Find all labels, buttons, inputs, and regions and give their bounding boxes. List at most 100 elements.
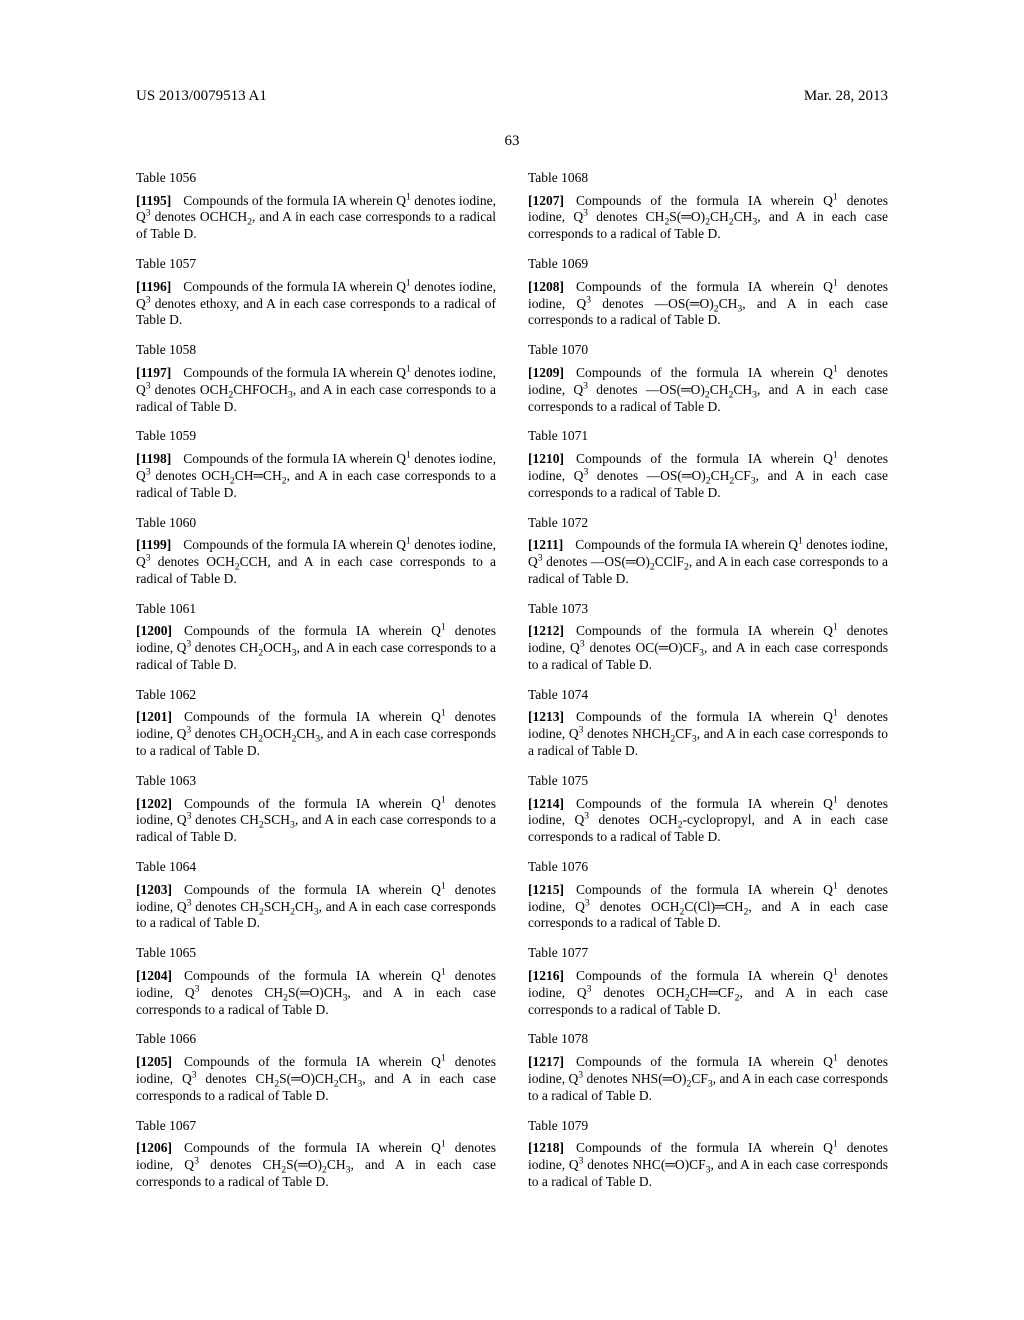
table-entry: Table 1079 [1218]Compounds of the formula… bbox=[528, 1118, 888, 1191]
table-entry: Table 1078 [1217]Compounds of the formula… bbox=[528, 1031, 888, 1104]
content-area: Table 1056 [1195]Compounds of the formula… bbox=[136, 170, 888, 1204]
table-entry: Table 1057 [1196]Compounds of the formula… bbox=[136, 256, 496, 329]
table-entry: Table 1064 [1203]Compounds of the formula… bbox=[136, 859, 496, 932]
table-entry: Table 1065 [1204]Compounds of the formula… bbox=[136, 945, 496, 1018]
table-label: Table 1056 bbox=[136, 170, 496, 186]
table-entry: Table 1070 [1209]Compounds of the formula… bbox=[528, 342, 888, 415]
table-label: Table 1057 bbox=[136, 256, 496, 272]
right-column: Table 1068 [1207]Compounds of the formula… bbox=[528, 170, 888, 1204]
table-paragraph: [1218]Compounds of the formula IA wherei… bbox=[528, 1140, 888, 1191]
table-paragraph: [1209]Compounds of the formula IA wherei… bbox=[528, 365, 888, 416]
paragraph-number: [1211] bbox=[528, 537, 563, 552]
table-entry: Table 1068 [1207]Compounds of the formula… bbox=[528, 170, 888, 243]
table-paragraph: [1214]Compounds of the formula IA wherei… bbox=[528, 796, 888, 847]
table-entry: Table 1058 [1197]Compounds of the formula… bbox=[136, 342, 496, 415]
paragraph-number: [1202] bbox=[136, 796, 172, 811]
table-label: Table 1079 bbox=[528, 1118, 888, 1134]
patent-publication-number: US 2013/0079513 A1 bbox=[136, 88, 267, 105]
left-column: Table 1056 [1195]Compounds of the formula… bbox=[136, 170, 496, 1204]
paragraph-number: [1206] bbox=[136, 1140, 172, 1155]
paragraph-number: [1207] bbox=[528, 193, 564, 208]
paragraph-number: [1196] bbox=[136, 279, 171, 294]
table-entry: Table 1076 [1215]Compounds of the formula… bbox=[528, 859, 888, 932]
paragraph-number: [1197] bbox=[136, 365, 171, 380]
table-paragraph: [1217]Compounds of the formula IA wherei… bbox=[528, 1054, 888, 1105]
table-paragraph: [1205]Compounds of the formula IA wherei… bbox=[136, 1054, 496, 1105]
table-paragraph: [1199]Compounds of the formula IA wherei… bbox=[136, 537, 496, 588]
paragraph-number: [1208] bbox=[528, 279, 564, 294]
table-entry: Table 1071[1210]Compounds of the formula… bbox=[528, 428, 888, 501]
table-paragraph: [1207]Compounds of the formula IA wherei… bbox=[528, 193, 888, 244]
table-label: Table 1075 bbox=[528, 773, 888, 789]
table-paragraph: [1216]Compounds of the formula IA wherei… bbox=[528, 968, 888, 1019]
table-paragraph: [1200]Compounds of the formula IA wherei… bbox=[136, 623, 496, 674]
table-paragraph: [1204]Compounds of the formula IA wherei… bbox=[136, 968, 496, 1019]
table-entry: Table 1063 [1202]Compounds of the formula… bbox=[136, 773, 496, 846]
table-label: Table 1073 bbox=[528, 601, 888, 617]
table-paragraph: [1212]Compounds of the formula IA wherei… bbox=[528, 623, 888, 674]
table-paragraph: [1197]Compounds of the formula IA wherei… bbox=[136, 365, 496, 416]
table-label: Table 1076 bbox=[528, 859, 888, 875]
paragraph-number: [1213] bbox=[528, 709, 564, 724]
paragraph-number: [1209] bbox=[528, 365, 564, 380]
paragraph-number: [1212] bbox=[528, 623, 564, 638]
table-paragraph: [1202]Compounds of the formula IA wherei… bbox=[136, 796, 496, 847]
paragraph-number: [1201] bbox=[136, 709, 172, 724]
table-paragraph: [1208]Compounds of the formula IA wherei… bbox=[528, 279, 888, 330]
table-paragraph: [1203]Compounds of the formula IA wherei… bbox=[136, 882, 496, 933]
table-paragraph: [1213]Compounds of the formula IA wherei… bbox=[528, 709, 888, 760]
table-label: Table 1062 bbox=[136, 687, 496, 703]
table-entry: Table 1069 [1208]Compounds of the formula… bbox=[528, 256, 888, 329]
table-paragraph: [1198]Compounds of the formula IA wherei… bbox=[136, 451, 496, 502]
table-label: Table 1067 bbox=[136, 1118, 496, 1134]
table-label: Table 1066 bbox=[136, 1031, 496, 1047]
table-paragraph: [1211]Compounds of the formula IA wherei… bbox=[528, 537, 888, 588]
table-entry: Table 1066 [1205]Compounds of the formula… bbox=[136, 1031, 496, 1104]
table-entry: Table 1056 [1195]Compounds of the formula… bbox=[136, 170, 496, 243]
page-header: US 2013/0079513 A1 Mar. 28, 2013 bbox=[0, 88, 1024, 105]
paragraph-number: [1214] bbox=[528, 796, 564, 811]
table-label: Table 1061 bbox=[136, 601, 496, 617]
table-label: Table 1078 bbox=[528, 1031, 888, 1047]
table-paragraph: [1206]Compounds of the formula IA wherei… bbox=[136, 1140, 496, 1191]
table-label: Table 1059 bbox=[136, 428, 496, 444]
table-entry: Table 1072 [1211]Compounds of the formula… bbox=[528, 515, 888, 588]
page-number: 63 bbox=[0, 133, 1024, 150]
table-paragraph: [1195]Compounds of the formula IA wherei… bbox=[136, 193, 496, 244]
paragraph-number: [1205] bbox=[136, 1054, 172, 1069]
table-paragraph: [1196]Compounds of the formula IA wherei… bbox=[136, 279, 496, 330]
table-paragraph: [1210]Compounds of the formula IA wherei… bbox=[528, 451, 888, 502]
paragraph-number: [1204] bbox=[136, 968, 172, 983]
table-label: Table 1074 bbox=[528, 687, 888, 703]
table-entry: Table 1062 [1201]Compounds of the formula… bbox=[136, 687, 496, 760]
table-paragraph: [1201]Compounds of the formula IA wherei… bbox=[136, 709, 496, 760]
table-paragraph: [1215]Compounds of the formula IA wherei… bbox=[528, 882, 888, 933]
paragraph-number: [1217] bbox=[528, 1054, 564, 1069]
publication-date: Mar. 28, 2013 bbox=[804, 88, 888, 105]
table-entry: Table 1061 [1200]Compounds of the formula… bbox=[136, 601, 496, 674]
table-label: Table 1058 bbox=[136, 342, 496, 358]
table-entry: Table 1067 [1206]Compounds of the formula… bbox=[136, 1118, 496, 1191]
table-entry: Table 1060 [1199]Compounds of the formula… bbox=[136, 515, 496, 588]
table-entry: Table 1075 [1214]Compounds of the formula… bbox=[528, 773, 888, 846]
table-label: Table 1070 bbox=[528, 342, 888, 358]
table-label: Table 1077 bbox=[528, 945, 888, 961]
paragraph-number: [1198] bbox=[136, 451, 171, 466]
table-label: Table 1072 bbox=[528, 515, 888, 531]
table-label: Table 1065 bbox=[136, 945, 496, 961]
paragraph-number: [1216] bbox=[528, 968, 564, 983]
table-label: Table 1068 bbox=[528, 170, 888, 186]
table-entry: Table 1077 [1216]Compounds of the formula… bbox=[528, 945, 888, 1018]
paragraph-number: [1199] bbox=[136, 537, 171, 552]
paragraph-number: [1218] bbox=[528, 1140, 564, 1155]
table-label: Table 1060 bbox=[136, 515, 496, 531]
paragraph-number: [1203] bbox=[136, 882, 172, 897]
table-entry: Table 1074 [1213]Compounds of the formula… bbox=[528, 687, 888, 760]
table-label: Table 1064 bbox=[136, 859, 496, 875]
table-label: Table 1063 bbox=[136, 773, 496, 789]
table-entry: Table 1073 [1212]Compounds of the formula… bbox=[528, 601, 888, 674]
paragraph-number: [1215] bbox=[528, 882, 564, 897]
table-label: Table 1069 bbox=[528, 256, 888, 272]
table-entry: Table 1059 [1198]Compounds of the formula… bbox=[136, 428, 496, 501]
paragraph-number: [1210] bbox=[528, 451, 564, 466]
